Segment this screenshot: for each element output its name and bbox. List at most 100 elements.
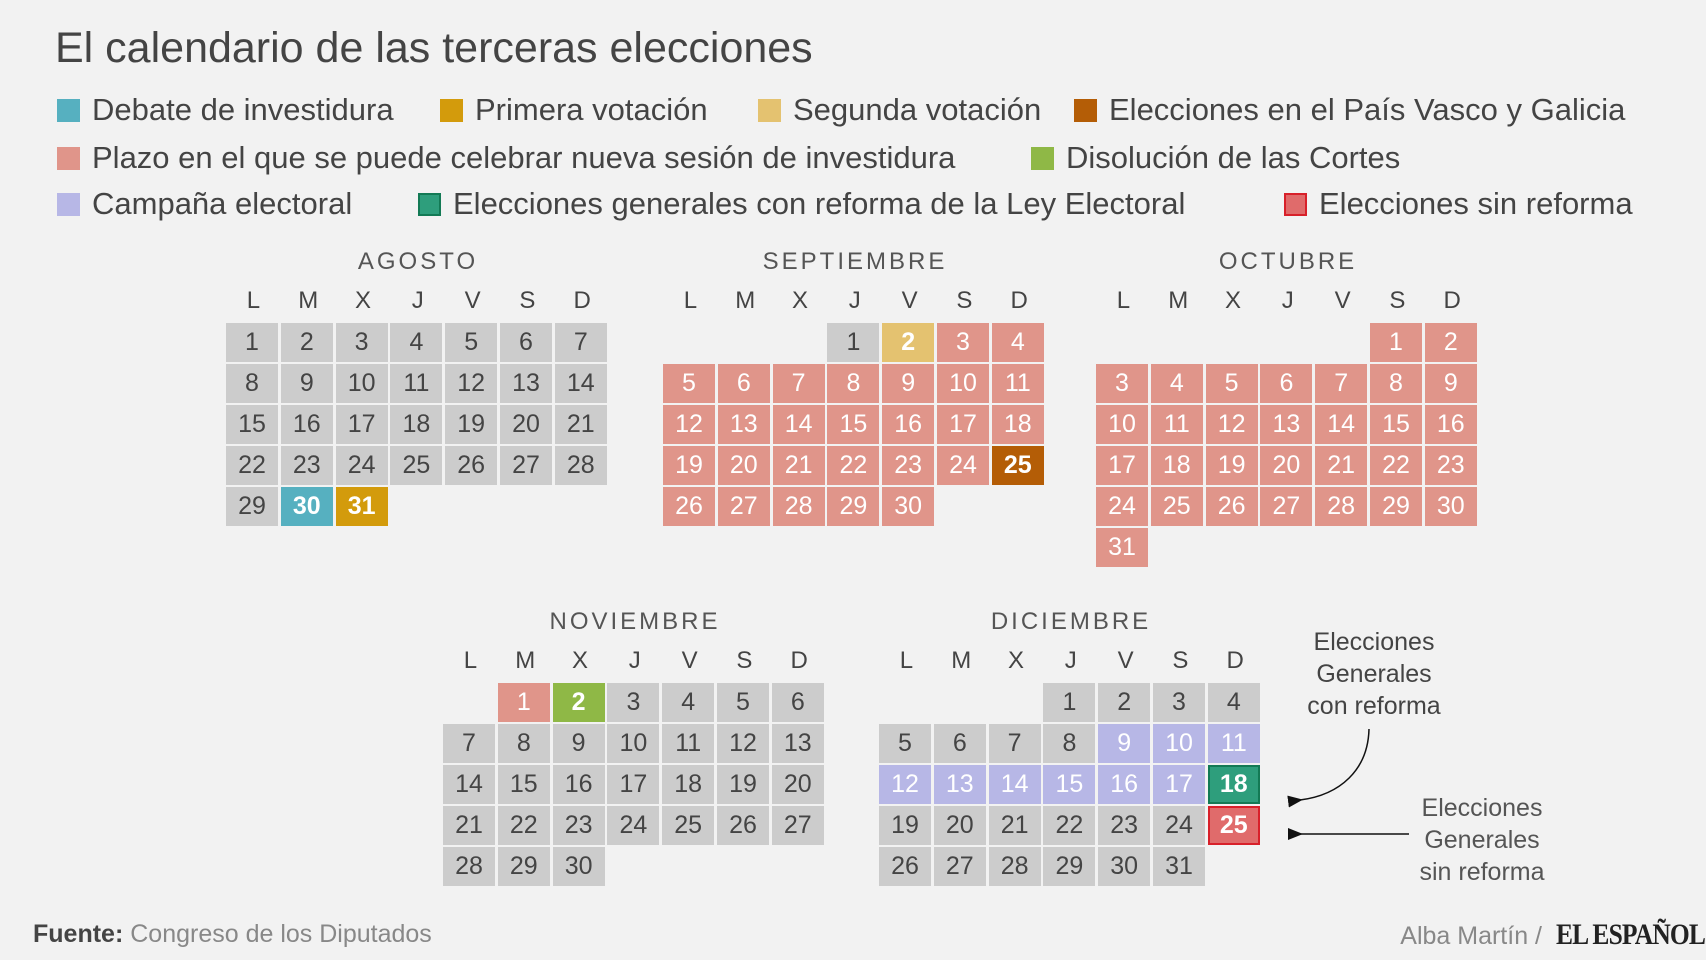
day-cell: 29 [497, 847, 550, 886]
day-cell: 27 [717, 487, 770, 526]
legend-swatch [57, 192, 80, 216]
legend-label: Segunda votación [793, 92, 1042, 127]
weekday-label: M [735, 286, 756, 314]
day-cell: 20 [933, 806, 986, 845]
day-grid: 1 2 3 4 5 6 7 8 9 10 11 12 13 14 15 16 17 18 19 20 21 22 23 24 2… [1096, 323, 1480, 567]
day-cell: 24 [937, 446, 989, 485]
day-cell: 17 [607, 765, 660, 804]
day-cell: 18 [662, 765, 715, 804]
day-cell: 4 [1207, 683, 1260, 722]
day-cell: 8 [497, 724, 550, 763]
day-cell: 7 [554, 323, 607, 362]
day-cell: 8 [1043, 724, 1096, 763]
day-cell: 29 [1043, 847, 1096, 886]
day-cell: 1 [1043, 683, 1096, 722]
legend-label: Elecciones generales con reforma de la L… [453, 186, 1186, 221]
day-cell: 17 [335, 405, 388, 444]
month-name: NOVIEMBRE [549, 608, 721, 635]
day-cell: 19 [1205, 446, 1258, 485]
legend-swatch [57, 146, 80, 170]
weekday-label: S [736, 646, 753, 674]
annotation-line: con reforma [1307, 692, 1441, 720]
annotation-con-reforma: Elecciones Generales con reforma [1284, 626, 1464, 722]
day-cell: 20 [500, 405, 552, 444]
day-cell: 15 [1370, 405, 1422, 444]
day-cell: 24 [1096, 487, 1148, 526]
day-cell: 3 [335, 323, 388, 362]
day-cell: 4 [1150, 364, 1203, 403]
day-cell: 10 [1096, 405, 1148, 444]
day-cell: 24 [335, 446, 388, 485]
source: Fuente: Congreso de los Diputados [33, 920, 432, 949]
weekday-label: D [1010, 286, 1028, 314]
day-cell: 17 [1096, 446, 1148, 485]
weekday-label: D [1226, 646, 1244, 674]
day-cell: 27 [1260, 487, 1313, 526]
legend-label: Plazo en el que se puede celebrar nueva … [92, 140, 956, 175]
day-cell: 19 [445, 405, 498, 444]
weekday-label: J [628, 646, 641, 674]
legend-label: Elecciones en el País Vasco y Galicia [1109, 92, 1626, 127]
day-cell: 17 [937, 405, 989, 444]
day-cell: 22 [827, 446, 880, 485]
weekday-label: M [1168, 286, 1189, 314]
day-cell: 16 [280, 405, 333, 444]
day-cell: 26 [879, 847, 931, 886]
day-cell: 12 [879, 765, 931, 804]
day-cell: 19 [663, 446, 715, 485]
day-cell: 26 [717, 806, 769, 845]
day-cell: 5 [445, 323, 498, 362]
weekday-label: X [571, 646, 588, 674]
month-octubre: OCTUBRE L M X J V S D 1 2 3 4 5 6 7 8 9 10 11 12 13 14 15 16 17 1… [1096, 248, 1480, 567]
day-cell: 13 [1260, 405, 1313, 444]
legend-item-segunda: Segunda votación [758, 92, 1041, 128]
day-cell: 6 [933, 724, 986, 763]
day-cell: 14 [772, 405, 825, 444]
day-cell: 25 [991, 446, 1044, 485]
month-agosto: AGOSTO L M X J V S D 1 2 3 4 5 6 7 8 9 10 11 12 13 14 15 16 17 18… [226, 248, 610, 553]
day-cell: 4 [991, 323, 1044, 362]
legend-label: Primera votación [475, 92, 708, 127]
weekday-label: X [354, 286, 371, 314]
weekday-label: M [515, 646, 536, 674]
day-cell: 30 [1424, 487, 1477, 526]
day-cell: 1 [827, 323, 880, 362]
weekday-label: L [463, 646, 478, 674]
legend-label: Debate de investidura [92, 92, 394, 127]
day-cell: 28 [554, 446, 607, 485]
weekday-label: S [1389, 286, 1406, 314]
day-cell: 5 [663, 364, 715, 403]
day-grid: 1 2 3 4 5 6 7 8 9 10 11 12 13 14 15 16 17 18 19 20 21 22 23 24 2… [443, 683, 827, 913]
day-cell: 31 [1153, 847, 1205, 886]
day-cell: 23 [1098, 806, 1151, 845]
day-cell: 5 [1205, 364, 1258, 403]
day-cell: 20 [717, 446, 770, 485]
day-cell: 13 [771, 724, 824, 763]
day-cell: 28 [772, 487, 825, 526]
day-cell: 18 [390, 405, 443, 444]
month-noviembre: NOVIEMBRE L M X J V S D 1 2 3 4 5 6 7 8 9 10 11 12 13 14 15 16 1… [443, 608, 827, 913]
day-cell: 4 [390, 323, 443, 362]
weekday-label: L [1116, 286, 1131, 314]
weekday-label: V [901, 286, 918, 314]
day-cell: 5 [717, 683, 769, 722]
annotation-line: sin reforma [1419, 858, 1545, 886]
day-cell: 18 [1207, 765, 1260, 804]
day-cell: 8 [827, 364, 880, 403]
day-cell: 9 [280, 364, 333, 403]
day-cell: 1 [497, 683, 550, 722]
day-cell: 21 [1315, 446, 1368, 485]
day-cell: 11 [390, 364, 443, 403]
day-cell: 10 [607, 724, 660, 763]
month-septiembre: SEPTIEMBRE L M X J V S D 1 2 3 4 5 6 7 8 9 10 11 12 13 14 15 16… [663, 248, 1047, 553]
month-name: SEPTIEMBRE [762, 248, 948, 275]
day-cell: 15 [1043, 765, 1096, 804]
day-cell: 30 [1098, 847, 1151, 886]
day-cell: 18 [991, 405, 1044, 444]
day-cell: 31 [1096, 528, 1148, 567]
day-cell: 26 [445, 446, 498, 485]
day-cell: 7 [772, 364, 825, 403]
weekday-label: D [790, 646, 808, 674]
